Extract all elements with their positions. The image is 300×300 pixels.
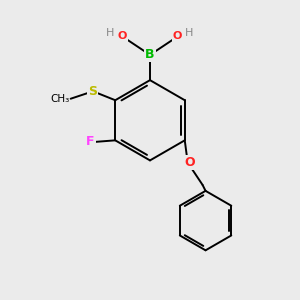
Text: S: S	[88, 85, 98, 98]
Text: O: O	[173, 32, 182, 41]
Text: O: O	[184, 156, 194, 169]
Text: O: O	[118, 32, 127, 41]
Text: F: F	[86, 135, 95, 148]
Text: CH₃: CH₃	[50, 94, 69, 104]
Text: H: H	[185, 28, 194, 38]
Text: H: H	[106, 28, 115, 38]
Text: B: B	[145, 48, 155, 62]
